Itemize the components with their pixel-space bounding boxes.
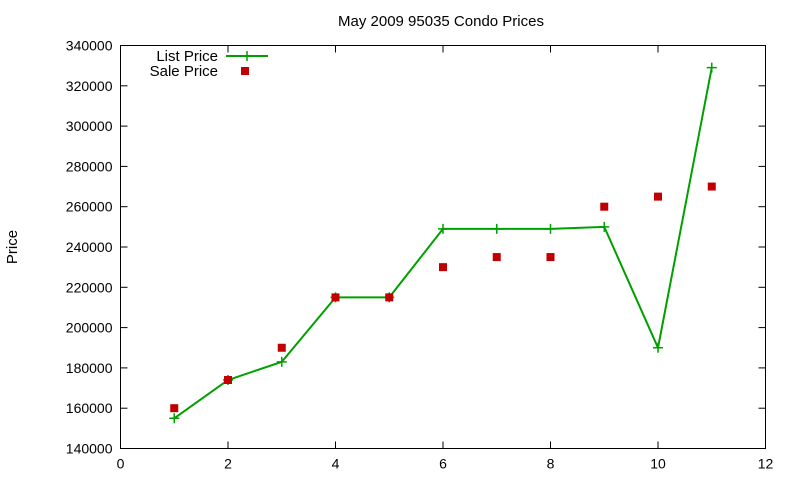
y-tick-label: 220000 bbox=[66, 279, 113, 295]
y-tick-label: 340000 bbox=[66, 38, 113, 54]
data-point-sale-price bbox=[170, 404, 179, 413]
data-point-sale-price bbox=[385, 293, 394, 302]
y-tick-label: 320000 bbox=[66, 78, 113, 94]
series-line-list-price bbox=[173, 67, 713, 420]
x-tick-label: 12 bbox=[758, 456, 774, 472]
data-point-sale-price bbox=[707, 182, 716, 191]
legend: List Price Sale Price bbox=[150, 48, 268, 80]
x-tick-label: 0 bbox=[117, 456, 125, 472]
data-point-sale-price bbox=[492, 253, 501, 262]
y-tick-label: 260000 bbox=[66, 199, 113, 215]
legend-label-sale-price: Sale Price bbox=[150, 63, 218, 80]
data-point-sale-price bbox=[331, 293, 340, 302]
legend-label-list-price: List Price bbox=[156, 48, 218, 65]
data-point-list-price bbox=[276, 356, 287, 367]
y-tick-label: 300000 bbox=[66, 118, 113, 134]
data-point-sale-price bbox=[546, 253, 555, 262]
data-point-list-price bbox=[491, 223, 502, 234]
x-tick-label: 10 bbox=[650, 456, 666, 472]
data-point-sale-price bbox=[277, 343, 286, 352]
x-tick-label: 8 bbox=[547, 456, 555, 472]
data-point-sale-price bbox=[600, 202, 609, 211]
data-point-list-price bbox=[706, 62, 717, 73]
chart-title: May 2009 95035 Condo Prices bbox=[338, 13, 544, 30]
y-tick-label: 160000 bbox=[66, 400, 113, 416]
series-layer bbox=[169, 62, 717, 424]
x-tick-label: 2 bbox=[224, 456, 232, 472]
x-tick-label: 4 bbox=[332, 456, 340, 472]
y-axis-label: Price bbox=[4, 230, 21, 264]
y-tick-label: 180000 bbox=[66, 360, 113, 376]
data-point-list-price bbox=[169, 413, 180, 424]
x-tick-label: 6 bbox=[439, 456, 447, 472]
legend-marker-sale-price bbox=[241, 67, 249, 75]
y-tick-label: 280000 bbox=[66, 158, 113, 174]
data-point-sale-price bbox=[224, 375, 232, 384]
y-tick-label: 240000 bbox=[66, 239, 113, 255]
data-point-list-price bbox=[438, 223, 448, 234]
data-point-list-price bbox=[599, 221, 610, 232]
legend-marker-list-price bbox=[242, 51, 252, 61]
data-point-list-price bbox=[653, 342, 663, 353]
axis-ticks: 0 2 4 6 8 10 12 140000 160000 180000 200000 220000 2… bbox=[66, 38, 774, 472]
data-point-sale-price bbox=[439, 263, 447, 272]
y-tick-label: 200000 bbox=[66, 320, 113, 336]
data-point-sale-price bbox=[654, 192, 662, 201]
data-point-list-price bbox=[545, 223, 556, 234]
y-tick-label: 140000 bbox=[66, 441, 113, 457]
